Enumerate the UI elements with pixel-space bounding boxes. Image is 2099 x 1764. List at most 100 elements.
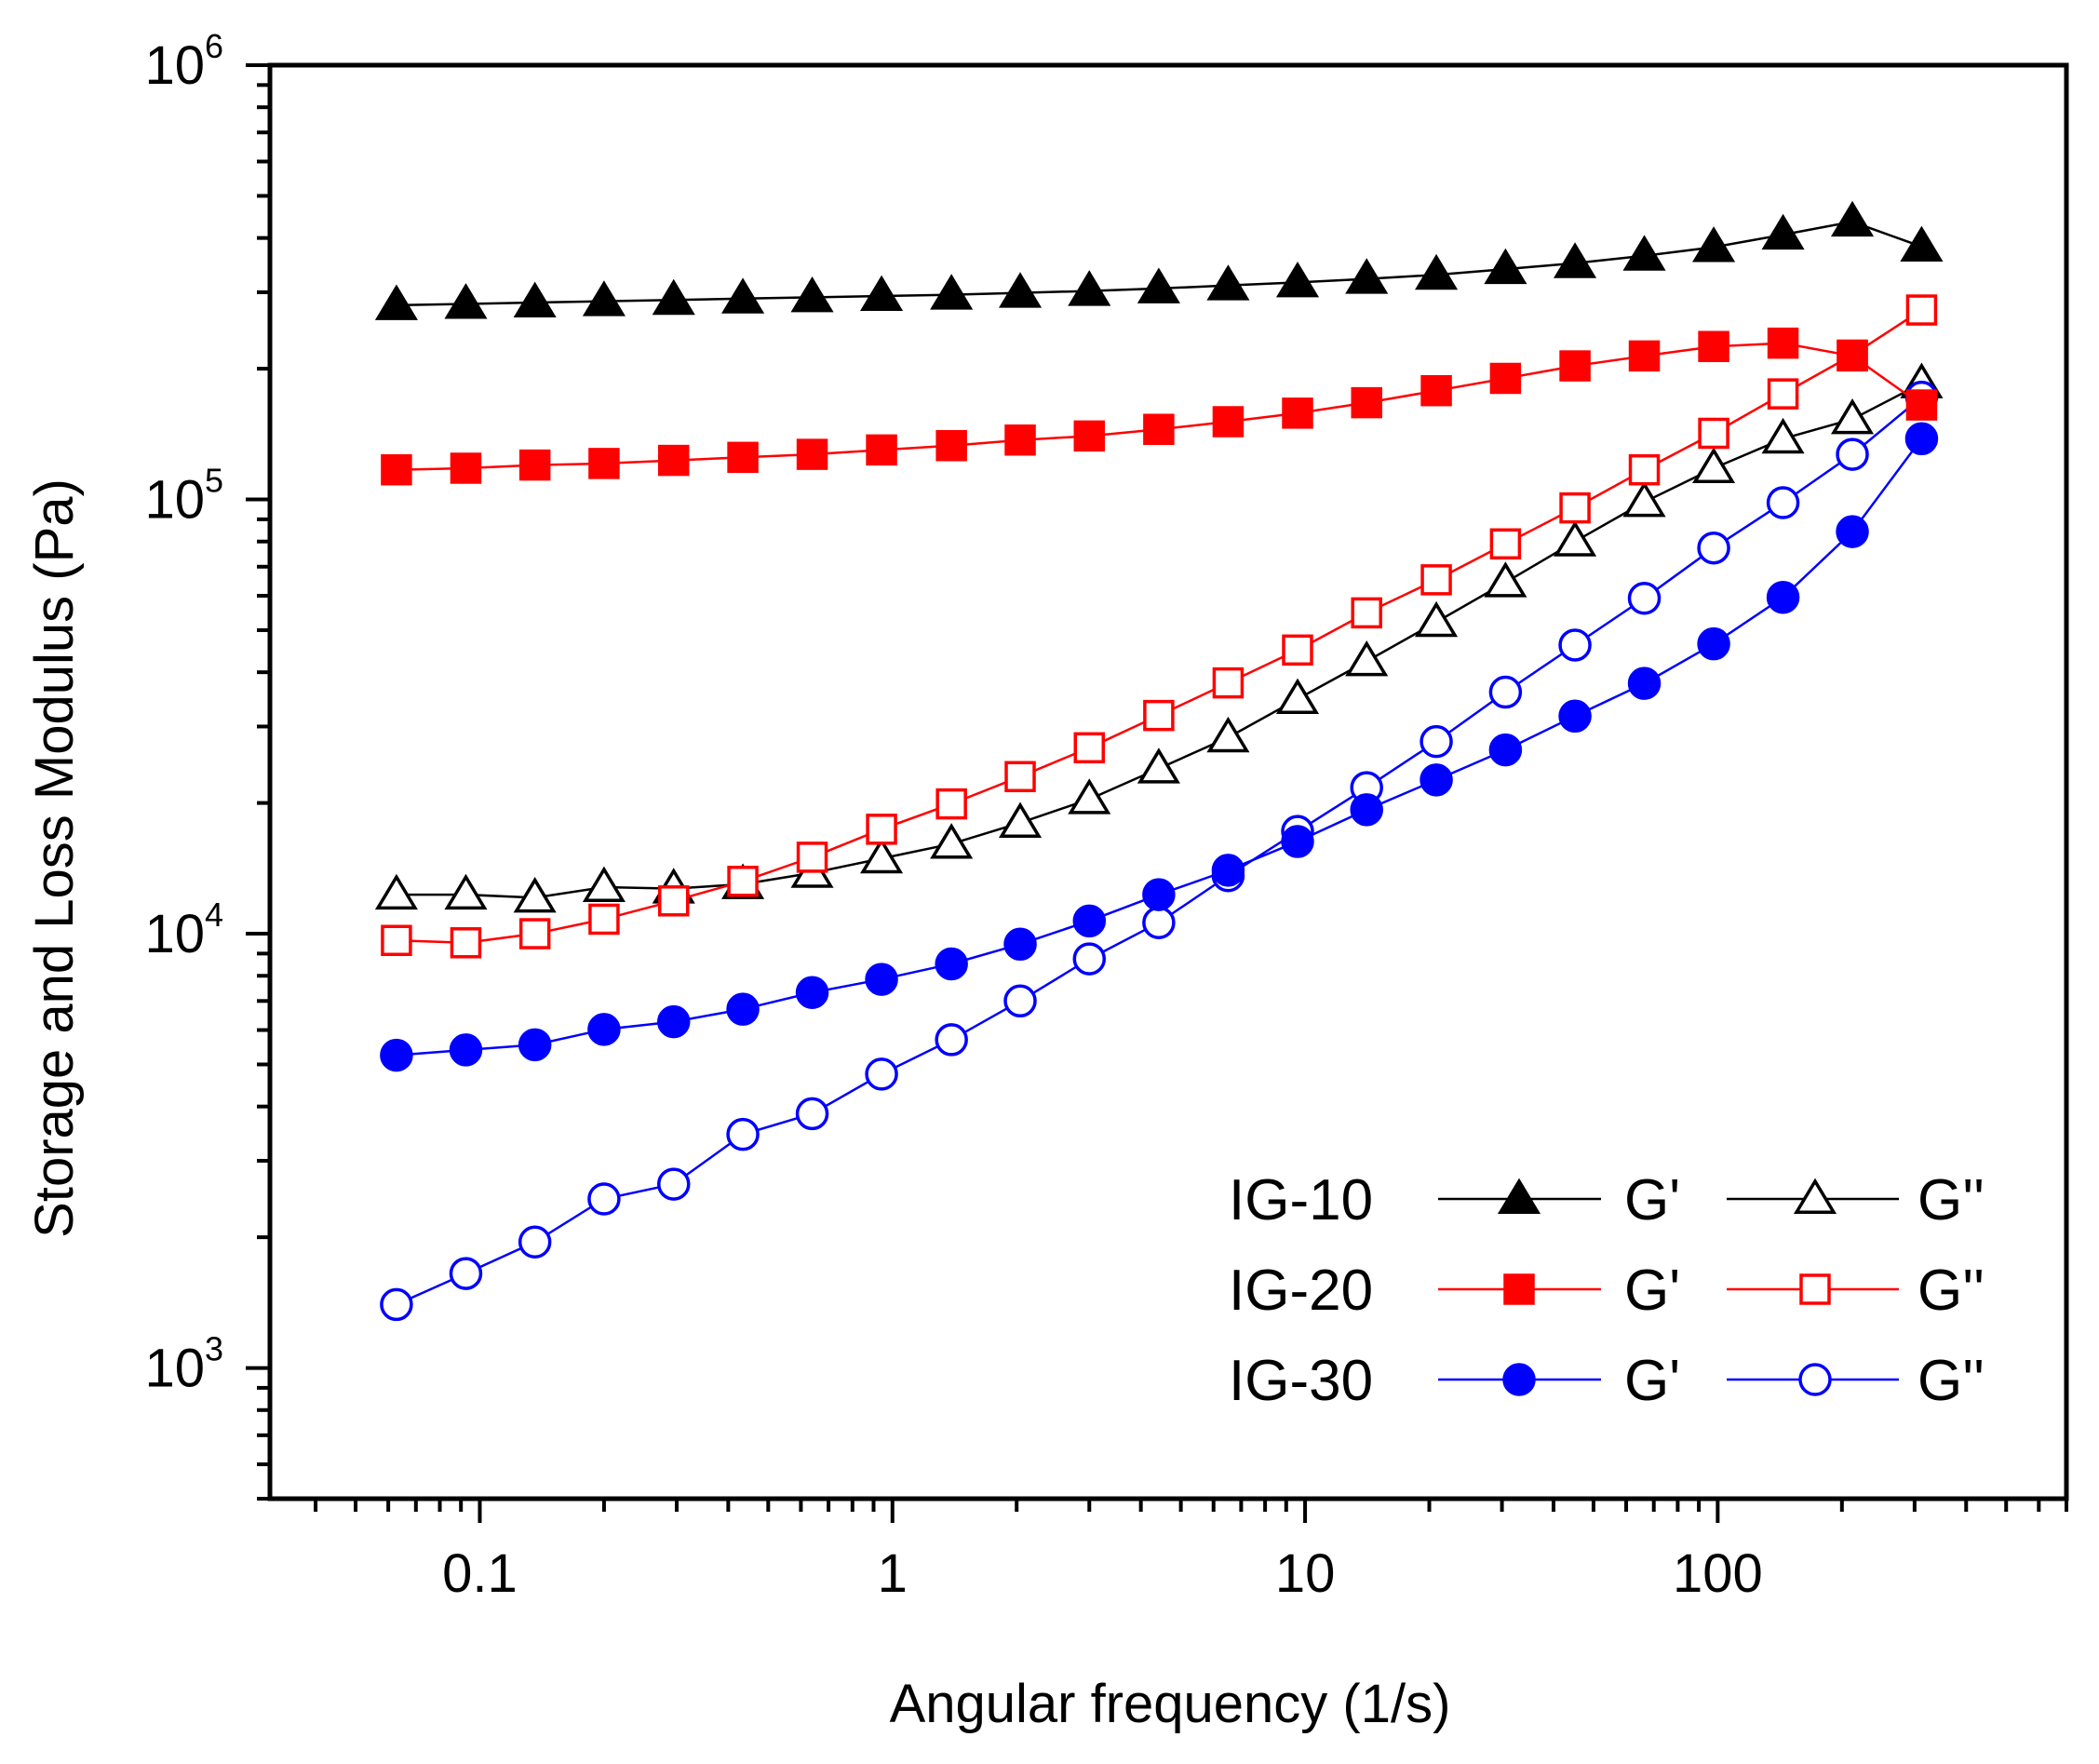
data-point <box>1072 904 1107 938</box>
data-point <box>381 453 412 486</box>
data-point <box>1206 264 1250 301</box>
legend-g-prime-label: G' <box>1624 1259 1680 1323</box>
data-point <box>1275 678 1320 714</box>
series-line <box>396 396 1923 1306</box>
legend-g-prime-label: G' <box>1624 1349 1680 1413</box>
legend-marker-open <box>1799 1273 1831 1305</box>
data-point <box>656 1167 691 1201</box>
data-point <box>860 837 904 874</box>
legend-marker-filled <box>1502 1363 1536 1396</box>
data-point <box>1766 580 1800 614</box>
data-point <box>513 281 557 318</box>
legend-row-ig-10: IG-10 G' G'' <box>1229 1168 1985 1232</box>
data-point <box>518 918 551 949</box>
data-point <box>795 1097 829 1131</box>
data-point <box>1345 258 1389 294</box>
series-ig-10-g-prime <box>374 200 1944 320</box>
data-point <box>1904 422 1939 456</box>
legend-g-prime-label: G' <box>1624 1168 1680 1232</box>
data-point <box>796 438 828 470</box>
data-point <box>1420 763 1453 797</box>
data-point <box>1004 761 1036 793</box>
series-line <box>396 382 1923 899</box>
data-point <box>1281 825 1314 858</box>
data-point <box>587 1013 621 1046</box>
data-point <box>1415 253 1459 290</box>
x-axis-title: Angular frequency (1/s) <box>890 1674 1451 1734</box>
legend-sample-label: IG-30 <box>1229 1349 1373 1413</box>
data-point <box>1905 389 1938 421</box>
data-point <box>1697 531 1730 565</box>
data-point <box>1628 453 1661 486</box>
data-point <box>1622 480 1666 518</box>
data-point <box>1004 424 1036 456</box>
data-point <box>657 885 690 917</box>
legend-row-ig-20: IG-20 G' G'' <box>1229 1259 1985 1323</box>
legend-sample-label: IG-20 <box>1229 1259 1373 1323</box>
series-ig-20-g-double-prime <box>381 294 1938 959</box>
data-point <box>1767 378 1799 410</box>
x-tick-label: 0.1 <box>442 1543 518 1604</box>
data-point <box>1836 438 1869 471</box>
data-point <box>790 276 834 313</box>
data-point <box>1068 778 1111 815</box>
data-point <box>1072 942 1107 976</box>
data-point <box>865 1057 898 1091</box>
data-point <box>1836 515 1869 548</box>
data-point <box>1830 200 1875 237</box>
series-ig-30-g-prime <box>380 422 1939 1072</box>
data-point <box>449 1257 483 1290</box>
data-point <box>721 277 765 314</box>
legend-sample-label: IG-10 <box>1229 1168 1373 1232</box>
data-point <box>1212 667 1245 699</box>
legend-g-double-prime-label: G'' <box>1917 1168 1985 1232</box>
data-point <box>795 976 829 1010</box>
y-tick-label: 105 <box>144 462 223 531</box>
data-point <box>930 823 974 859</box>
data-point <box>381 924 412 957</box>
data-point <box>1137 267 1180 303</box>
data-point <box>1211 854 1245 887</box>
data-point <box>860 275 904 312</box>
series-ig-20-g-prime <box>381 327 1938 486</box>
data-point <box>935 1023 968 1057</box>
data-point <box>1488 675 1523 709</box>
data-point <box>1627 667 1662 700</box>
data-point <box>652 278 695 316</box>
data-point <box>1415 600 1459 638</box>
legend-g-double-prime-label: G'' <box>1917 1349 1985 1413</box>
data-point <box>380 1287 413 1322</box>
data-point <box>866 434 897 466</box>
plot-frame <box>267 62 2069 1501</box>
data-point <box>1905 294 1938 326</box>
data-point <box>1484 248 1527 285</box>
data-point <box>1345 640 1389 677</box>
data-point <box>657 444 690 477</box>
plot-area <box>374 200 1944 1322</box>
data-point <box>1489 362 1522 395</box>
data-point <box>935 788 967 820</box>
data-point <box>726 992 760 1026</box>
data-point <box>449 1033 483 1067</box>
x-tick-label: 1 <box>878 1543 908 1604</box>
data-point <box>1003 984 1037 1018</box>
data-point <box>450 452 482 484</box>
data-point <box>1761 417 1805 454</box>
data-point <box>1275 262 1320 298</box>
data-point <box>1697 626 1730 661</box>
data-point <box>1137 747 1180 784</box>
data-point <box>1900 225 1944 262</box>
data-point <box>1558 628 1592 662</box>
data-point <box>1068 270 1111 306</box>
series-line <box>396 308 1923 945</box>
data-point <box>930 274 974 310</box>
data-point <box>1142 878 1176 911</box>
data-point <box>1143 699 1175 732</box>
data-point <box>727 866 759 897</box>
legend-marker-open <box>1793 1178 1837 1214</box>
data-point <box>1698 417 1729 450</box>
data-point <box>1073 420 1106 452</box>
y-tick-label: 104 <box>144 895 223 964</box>
data-point <box>656 1004 691 1039</box>
data-point <box>1073 732 1106 764</box>
